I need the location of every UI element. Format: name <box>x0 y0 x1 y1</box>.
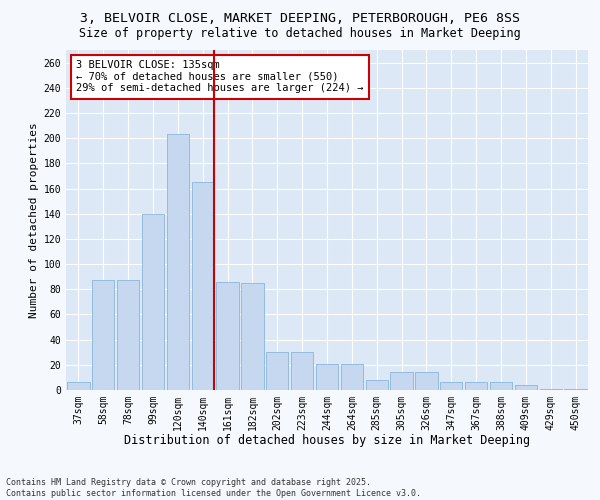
Bar <box>341 364 363 390</box>
Bar <box>465 382 487 390</box>
Bar <box>391 372 413 390</box>
Text: Size of property relative to detached houses in Market Deeping: Size of property relative to detached ho… <box>79 28 521 40</box>
Bar <box>440 382 463 390</box>
Bar <box>217 282 239 390</box>
Text: 3, BELVOIR CLOSE, MARKET DEEPING, PETERBOROUGH, PE6 8SS: 3, BELVOIR CLOSE, MARKET DEEPING, PETERB… <box>80 12 520 26</box>
Bar <box>490 382 512 390</box>
Bar <box>67 382 89 390</box>
Bar <box>415 372 437 390</box>
Text: Contains HM Land Registry data © Crown copyright and database right 2025.
Contai: Contains HM Land Registry data © Crown c… <box>6 478 421 498</box>
Bar <box>167 134 189 390</box>
Bar <box>142 214 164 390</box>
Bar <box>365 380 388 390</box>
Bar <box>539 388 562 390</box>
Bar <box>565 388 587 390</box>
Bar <box>241 283 263 390</box>
Bar <box>117 280 139 390</box>
X-axis label: Distribution of detached houses by size in Market Deeping: Distribution of detached houses by size … <box>124 434 530 448</box>
Bar <box>266 352 289 390</box>
Bar <box>316 364 338 390</box>
Bar <box>515 385 537 390</box>
Text: 3 BELVOIR CLOSE: 135sqm
← 70% of detached houses are smaller (550)
29% of semi-d: 3 BELVOIR CLOSE: 135sqm ← 70% of detache… <box>76 60 364 94</box>
Bar <box>291 352 313 390</box>
Bar <box>191 182 214 390</box>
Bar <box>92 280 115 390</box>
Y-axis label: Number of detached properties: Number of detached properties <box>29 122 40 318</box>
